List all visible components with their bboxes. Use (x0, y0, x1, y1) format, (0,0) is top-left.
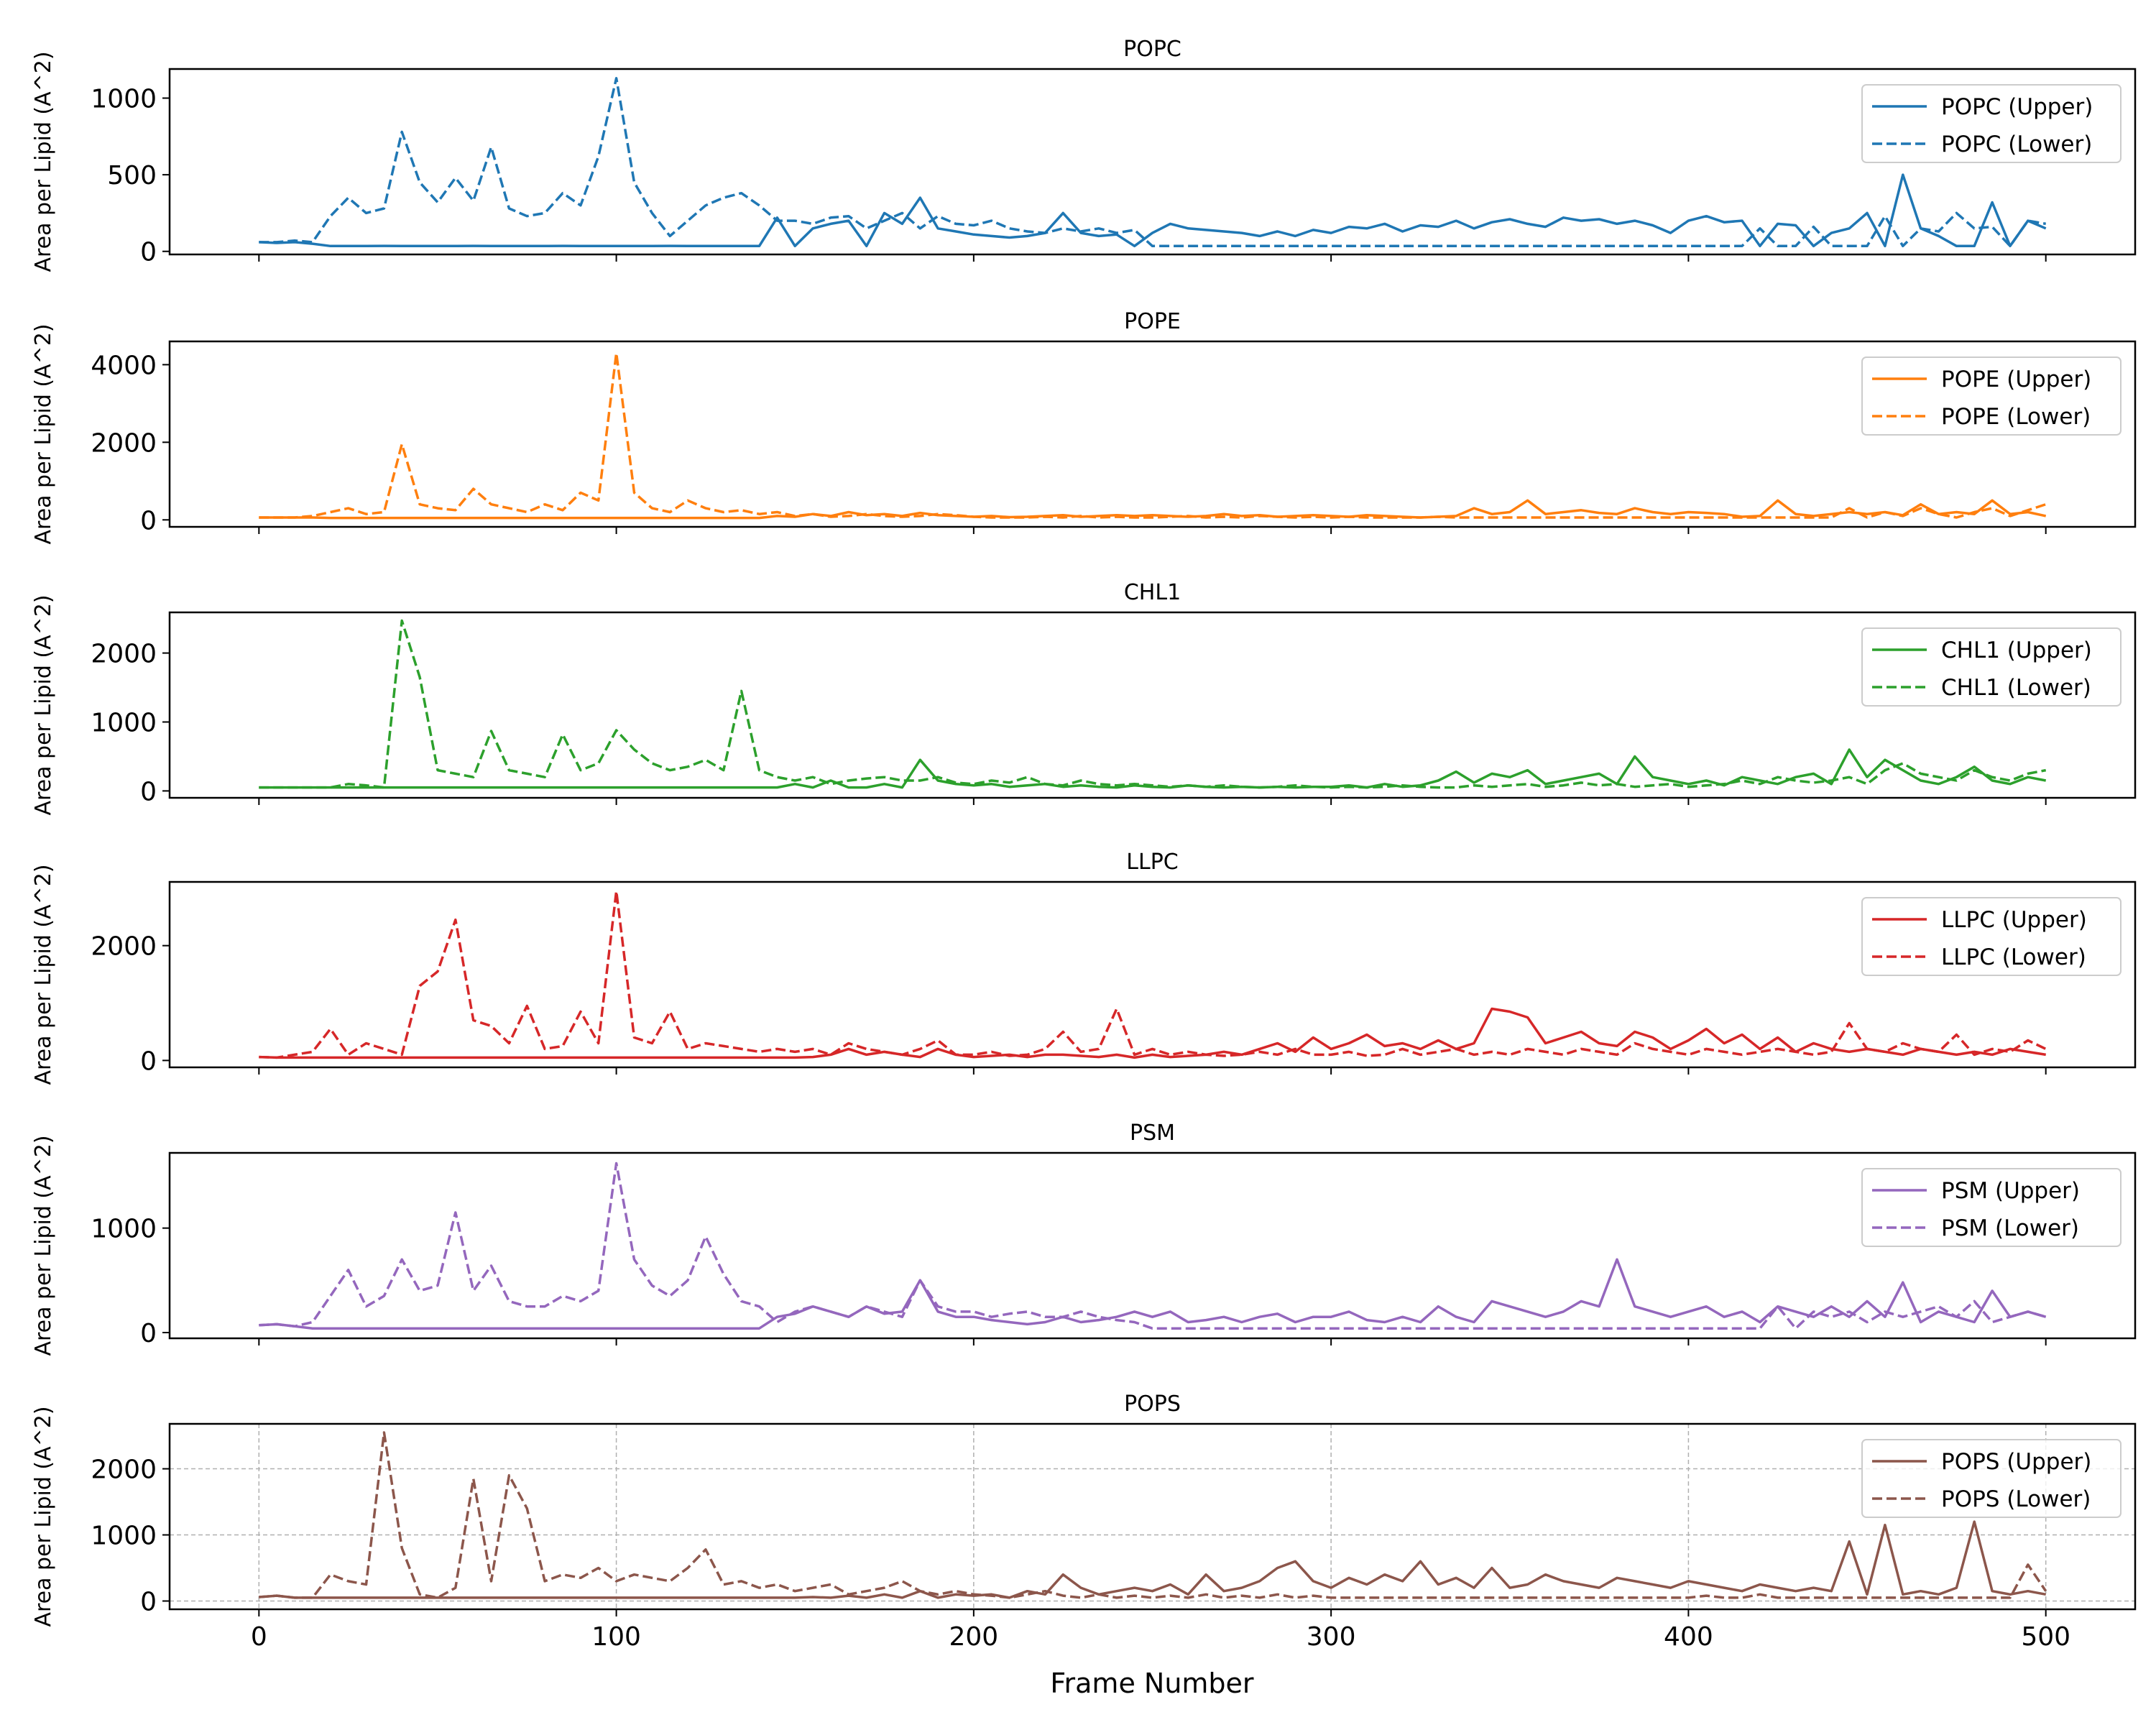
legend-box (1861, 1439, 2122, 1518)
y-tick-label: 2000 (91, 1455, 157, 1485)
legend-label: POPE (Upper) (1941, 367, 2091, 392)
subplot-title: PSM (1130, 1121, 1175, 1146)
series-line-lower (259, 1431, 2047, 1599)
series-line-upper (259, 1007, 2046, 1059)
series-line-lower (259, 77, 2046, 248)
legend-label: PSM (Upper) (1941, 1178, 2080, 1204)
x-tick-label: 100 (591, 1622, 641, 1652)
series-line-upper (259, 748, 2047, 789)
legend: POPS (Upper) POPS (Lower) (1861, 1439, 2122, 1518)
legend-label: POPC (Lower) (1941, 132, 2092, 157)
y-tick-label: 0 (140, 238, 157, 267)
x-tick-label: 400 (1664, 1622, 1713, 1652)
legend-label: POPE (Lower) (1941, 404, 2091, 430)
legend: POPE (Upper) POPE (Lower) (1861, 356, 2122, 436)
x-tick-label: 500 (2021, 1622, 2070, 1652)
subplot-pops: POPS 0 1000 2000 0 100 200 300 400 500 Area per Li… (31, 1392, 2137, 1652)
legend-label: CHL1 (Lower) (1941, 675, 2091, 701)
axes-frame (168, 880, 2137, 1069)
subplot-pope: POPE 0 2000 4000 Area per Lipid (A^2) POPE (U… (31, 309, 2137, 545)
series-line-upper (259, 173, 2047, 248)
y-axis-label: Area per Lipid (A^2) (31, 51, 56, 272)
x-tick-label: 200 (949, 1622, 999, 1652)
subplot-title: LLPC (1126, 850, 1178, 875)
y-tick-label: 2000 (91, 640, 157, 669)
y-tick-label: 2000 (91, 932, 157, 962)
subplot-llpc: LLPC 0 2000 Area per Lipid (A^2) LLPC (Upper… (31, 850, 2137, 1085)
y-axis-label: Area per Lipid (A^2) (31, 1406, 56, 1627)
series-line-upper (259, 1520, 2047, 1599)
subplot-title: CHL1 (1124, 580, 1181, 605)
subplot-title: POPC (1123, 37, 1181, 62)
legend-box (1861, 1168, 2122, 1247)
axes-frame (168, 1151, 2137, 1340)
legend: POPC (Upper) POPC (Lower) (1861, 84, 2122, 163)
series-line-upper (259, 1258, 2047, 1330)
axes-frame (168, 1422, 2137, 1611)
subplot-popc: POPC 0 500 1000 Area per Lipid (A^2) POPC (Up… (31, 37, 2137, 272)
y-tick-label: 0 (140, 1588, 157, 1617)
legend: LLPC (Upper) LLPC (Lower) (1861, 897, 2122, 976)
legend-label: CHL1 (Upper) (1941, 638, 2092, 663)
legend-box (1861, 897, 2122, 976)
y-tick-label: 1000 (91, 1215, 157, 1244)
y-tick-label: 0 (140, 777, 157, 806)
y-tick-label: 2000 (91, 428, 157, 458)
x-tick-label: 0 (251, 1622, 267, 1652)
series-line-lower (259, 1162, 2047, 1330)
x-tick-label: 300 (1307, 1622, 1356, 1652)
series-line-upper (259, 499, 2047, 520)
legend: PSM (Upper) PSM (Lower) (1861, 1168, 2122, 1247)
legend-label: POPS (Upper) (1941, 1449, 2091, 1475)
axes-frame (168, 340, 2137, 528)
legend-box (1861, 84, 2122, 163)
y-tick-label: 1000 (91, 1522, 157, 1551)
subplot-chl1: CHL1 0 1000 2000 Area per Lipid (A^2) CHL1 (U… (31, 580, 2137, 816)
series-line-lower (259, 351, 2047, 519)
y-tick-label: 0 (140, 506, 157, 535)
legend-label: POPC (Upper) (1941, 94, 2093, 120)
y-axis-label: Area per Lipid (A^2) (31, 864, 56, 1085)
legend-label: PSM (Lower) (1941, 1215, 2079, 1241)
series-line-lower (259, 619, 2047, 789)
y-axis-label: Area per Lipid (A^2) (31, 1135, 56, 1356)
y-tick-label: 1000 (91, 708, 157, 737)
y-tick-label: 0 (140, 1319, 157, 1348)
legend: CHL1 (Upper) CHL1 (Lower) (1861, 627, 2122, 707)
axes-frame (168, 68, 2137, 256)
legend-label: LLPC (Lower) (1941, 944, 2086, 970)
subplot-title: POPS (1124, 1392, 1181, 1417)
y-axis-label: Area per Lipid (A^2) (31, 594, 56, 815)
y-axis-label: Area per Lipid (A^2) (31, 323, 56, 544)
x-axis-label: Frame Number (1050, 1668, 1254, 1699)
legend-box (1861, 356, 2122, 436)
y-tick-label: 500 (107, 161, 157, 190)
axes-frame (168, 611, 2137, 799)
legend-label: LLPC (Upper) (1941, 907, 2087, 933)
series-line-lower (259, 890, 2047, 1059)
y-tick-label: 4000 (91, 351, 157, 380)
y-tick-label: 1000 (91, 85, 157, 114)
subplot-title: POPE (1124, 309, 1181, 334)
y-tick-label: 0 (140, 1046, 157, 1076)
legend-label: POPS (Lower) (1941, 1486, 2091, 1512)
legend-box (1861, 627, 2122, 707)
